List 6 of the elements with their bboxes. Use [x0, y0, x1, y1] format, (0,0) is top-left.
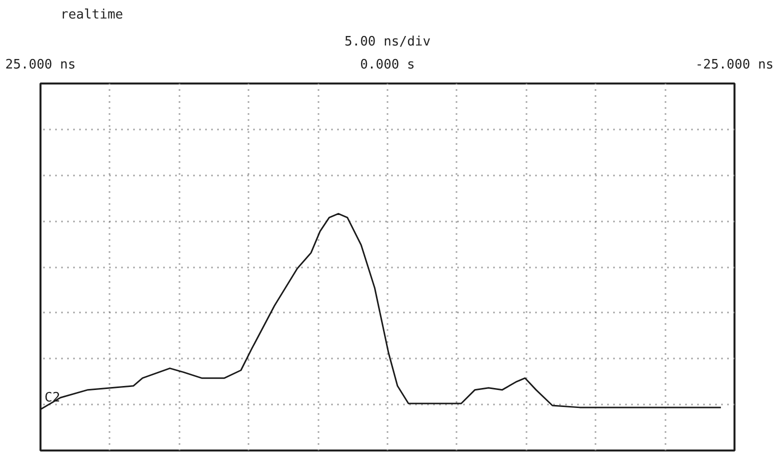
- x-tick-label: 0.000 s: [360, 58, 415, 72]
- x-tick-label: 25.000 ns: [5, 58, 76, 72]
- chart-title: 5.00 ns/div: [344, 34, 431, 50]
- text: realtime: [60, 8, 124, 22]
- series-label: C2: [44, 390, 60, 406]
- x-tick-label: -25.000 ns: [695, 58, 774, 72]
